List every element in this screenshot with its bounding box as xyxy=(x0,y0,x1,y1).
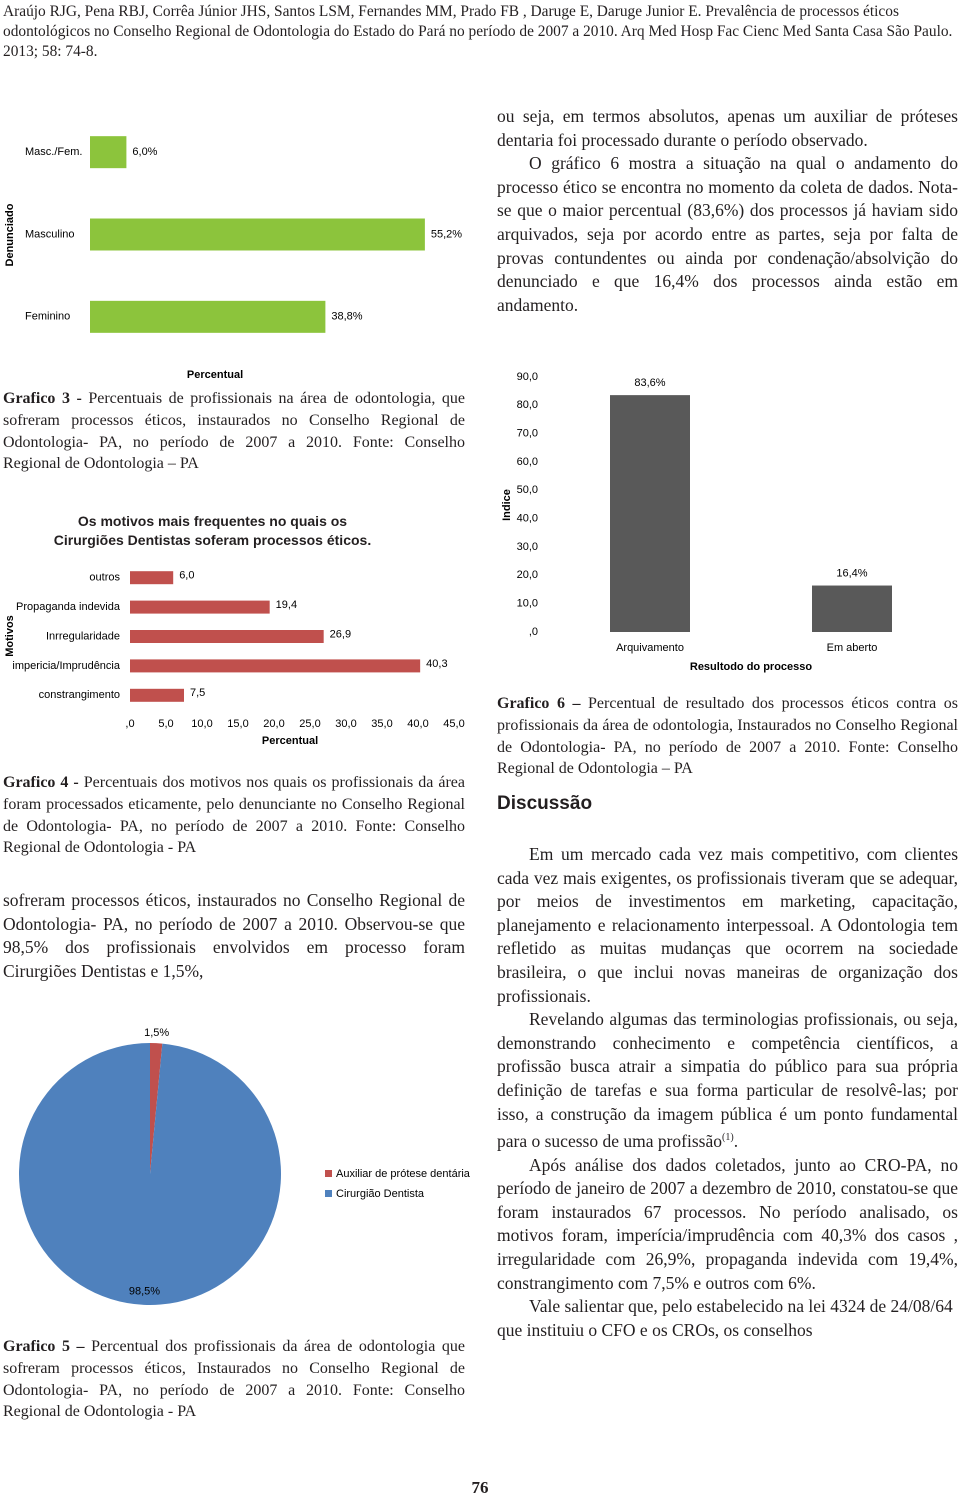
x-tick-label: 30,0 xyxy=(335,718,356,730)
x-tick-label: 45,0 xyxy=(443,718,464,730)
y-tick-label: Propaganda indevida xyxy=(16,601,121,613)
paragraph: Revelando algumas das terminologias prof… xyxy=(497,1008,958,1153)
data-label: 83,6% xyxy=(634,377,665,389)
y-tick-label: constrangimento xyxy=(39,689,120,701)
x-tick-label: 40,0 xyxy=(407,718,428,730)
caption-text: Percentuais dos motivos nos quais os pro… xyxy=(3,774,465,857)
y-tick-label: 20,0 xyxy=(517,569,538,581)
bar xyxy=(812,585,892,632)
x-tick-label: 25,0 xyxy=(299,718,320,730)
text: Revelando algumas das terminologias prof… xyxy=(497,1009,958,1151)
y-tick-label: 60,0 xyxy=(517,456,538,468)
discussion-text: Em um mercado cada vez mais competitivo,… xyxy=(497,843,958,1342)
bar xyxy=(90,300,326,333)
data-label: 1,5% xyxy=(144,1027,169,1039)
paragraph: Vale salientar que, pelo estabelecido na… xyxy=(497,1296,953,1340)
y-axis-label: Indice xyxy=(501,489,513,521)
bar xyxy=(130,688,184,702)
data-label: 6,0% xyxy=(132,146,157,158)
bar xyxy=(90,218,425,251)
y-axis-label: Motivos xyxy=(4,615,16,657)
text: . xyxy=(733,1130,739,1151)
paragraph: O gráfico 6 mostra a situação na qual o … xyxy=(497,153,958,315)
y-tick-label: 90,0 xyxy=(517,371,538,383)
y-tick-label: 50,0 xyxy=(517,484,538,496)
bar xyxy=(90,136,127,169)
x-axis-label: Percentual xyxy=(262,735,318,747)
x-axis-label: Percentual xyxy=(187,369,243,381)
bar xyxy=(130,630,324,643)
y-tick-label: Feminino xyxy=(25,311,70,323)
y-tick-label: 10,0 xyxy=(517,598,538,610)
x-tick-label: Arquivamento xyxy=(616,642,684,654)
data-label: 16,4% xyxy=(836,567,867,579)
legend-swatch xyxy=(325,1190,332,1197)
paragraph: sofreram processos éticos, instaurados n… xyxy=(3,890,465,981)
x-axis-label: Resultodo do processo xyxy=(690,661,813,673)
data-label: 55,2% xyxy=(431,228,462,240)
y-tick-label: 80,0 xyxy=(517,399,538,411)
section-heading: Discussão xyxy=(497,793,593,814)
caption: Grafico 4 - Percentuais dos motivos nos … xyxy=(3,772,465,859)
caption-label: Grafico 3 - xyxy=(3,390,82,407)
x-tick-label: 35,0 xyxy=(371,718,392,730)
y-axis-label: Denunciado xyxy=(4,203,16,266)
pie-slice xyxy=(150,1043,163,1174)
legend-swatch xyxy=(325,1170,332,1177)
y-tick-label: outros xyxy=(89,572,120,584)
caption-label: Grafico 4 - xyxy=(3,774,79,791)
running-header: Araújo RJG, Pena RBJ, Corrêa Júnior JHS,… xyxy=(3,3,953,60)
y-tick-label: Masculino xyxy=(25,228,75,240)
caption: Grafico 5 – Percentual dos profissionais… xyxy=(3,1336,465,1423)
y-tick-label: 30,0 xyxy=(517,541,538,553)
legend-label: Auxiliar de prótese dentária xyxy=(336,1168,471,1180)
bar xyxy=(130,659,421,673)
x-tick-label: 5,0 xyxy=(158,718,173,730)
paragraph: Em um mercado cada vez mais competitivo,… xyxy=(497,844,958,1006)
y-tick-label: 40,0 xyxy=(517,513,538,525)
caption-text: Percentual dos profissionais da área de … xyxy=(3,1338,465,1421)
caption-text: Percentuais de profissionais na área de … xyxy=(3,390,466,473)
caption: Grafico 3 - Percentuais de profissionais… xyxy=(3,388,465,475)
paragraph: ou seja, em termos absolutos, apenas um … xyxy=(497,106,958,150)
legend-label: Cirurgião Dentista xyxy=(336,1188,425,1200)
bar xyxy=(130,600,270,614)
caption-text: Percentual de resultado dos processos ét… xyxy=(497,695,959,778)
right-top-text: ou seja, em termos absolutos, apenas um … xyxy=(497,105,958,317)
chart-title: Os motivos mais frequentes no quais os C… xyxy=(53,513,372,548)
data-label: 38,8% xyxy=(331,311,362,323)
data-label: 40,3 xyxy=(426,658,447,670)
data-label: 98,5% xyxy=(129,1286,160,1298)
x-tick-label: ,0 xyxy=(125,718,134,730)
x-tick-label: 10,0 xyxy=(191,718,212,730)
data-label: 19,4 xyxy=(276,599,297,611)
pie-slice xyxy=(18,1043,281,1305)
x-tick-label: Em aberto xyxy=(827,642,878,654)
reference: (1) xyxy=(722,1132,734,1144)
page-number: 76 xyxy=(471,1478,489,1497)
paragraph: Após análise dos dados coletados, junto … xyxy=(497,1154,958,1293)
y-tick-label: Masc./Fem. xyxy=(25,146,82,158)
bar xyxy=(130,571,174,585)
caption: Grafico 6 – Percentual de resultado dos … xyxy=(497,693,958,780)
caption-label: Grafico 6 – xyxy=(497,695,581,712)
data-label: 26,9 xyxy=(330,628,351,640)
y-tick-label: 70,0 xyxy=(517,428,538,440)
data-label: 6,0 xyxy=(179,570,194,582)
data-label: 7,5 xyxy=(190,687,205,699)
y-tick-label: Inrregularidade xyxy=(46,630,120,642)
bar xyxy=(610,395,690,632)
x-tick-label: 15,0 xyxy=(227,718,248,730)
x-tick-label: 20,0 xyxy=(263,718,284,730)
caption-label: Grafico 5 – xyxy=(3,1338,85,1355)
y-tick-label: ,0 xyxy=(529,626,538,638)
y-tick-label: impericia/Imprudência xyxy=(12,660,120,672)
